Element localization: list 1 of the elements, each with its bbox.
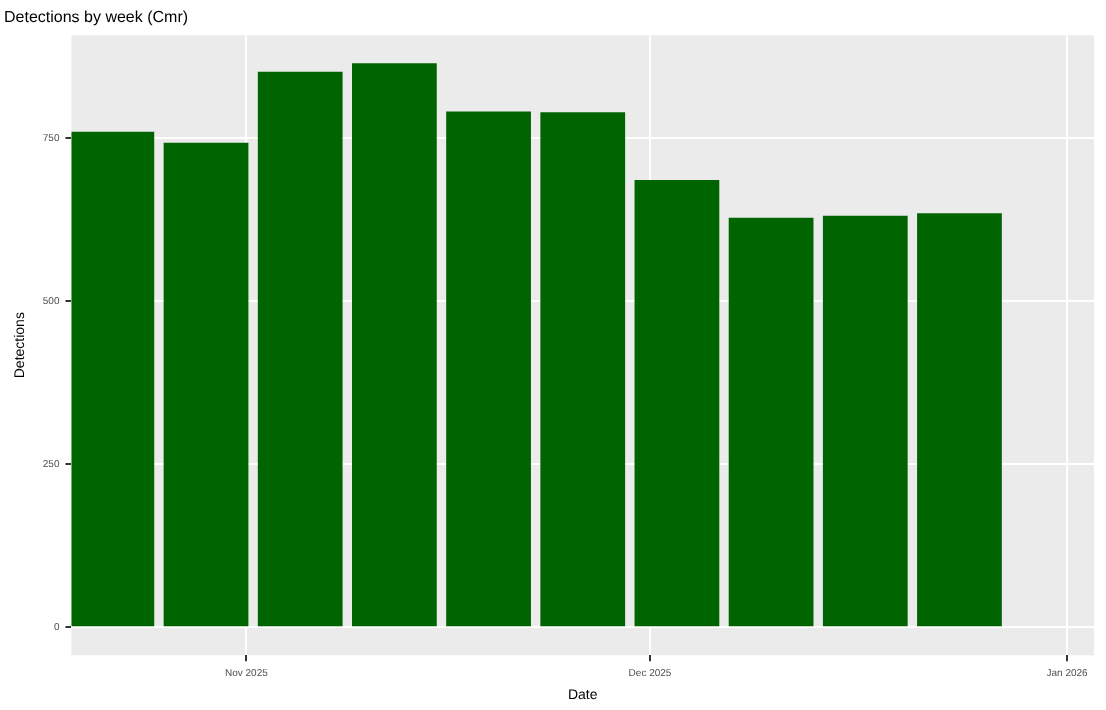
chart-title: Detections by week (Cmr) [4,8,189,27]
